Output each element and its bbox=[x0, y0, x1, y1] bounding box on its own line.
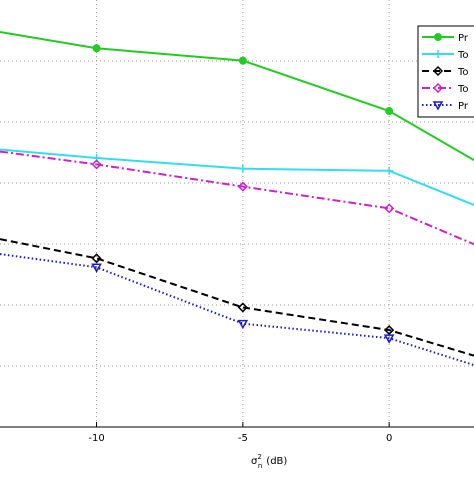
x-axis-label: σ2 n (dB) bbox=[251, 453, 287, 470]
x-tick-label: -5 bbox=[238, 433, 248, 444]
legend-entry: To bbox=[422, 82, 469, 95]
series-3 bbox=[0, 150, 474, 246]
legend-label: To bbox=[457, 84, 469, 95]
legend-label: Pr bbox=[458, 101, 469, 112]
diamond-marker bbox=[432, 82, 444, 94]
axes: -10 -5 0 σ2 n (dB) bbox=[0, 422, 474, 470]
legend-label: To bbox=[457, 50, 469, 61]
legend-label: To bbox=[457, 67, 469, 78]
series-line bbox=[0, 150, 474, 246]
x-axis-label-sub: n bbox=[258, 462, 262, 470]
circle-marker bbox=[385, 107, 394, 116]
series-line bbox=[0, 238, 474, 357]
circle-marker bbox=[92, 44, 101, 53]
legend-entry: Pr bbox=[422, 33, 469, 44]
legend-entry: To bbox=[422, 50, 469, 61]
triangle-down-marker bbox=[91, 263, 102, 273]
legend-entry: To bbox=[422, 65, 469, 78]
diamond-marker bbox=[237, 181, 248, 192]
x-axis-label-sup: 2 bbox=[257, 453, 261, 461]
series-2 bbox=[0, 238, 474, 357]
diamond-marker bbox=[91, 159, 102, 170]
triangle-down-marker bbox=[383, 334, 395, 344]
series-layer bbox=[0, 31, 474, 367]
x-axis-label-base: σ bbox=[251, 456, 258, 467]
diamond-marker bbox=[384, 203, 395, 214]
x-tick-label: -10 bbox=[88, 433, 104, 444]
legend-label: Pr bbox=[458, 33, 469, 44]
diamond-marker bbox=[237, 302, 248, 313]
triangle-down-marker bbox=[432, 101, 444, 111]
x-axis-label-unit: (dB) bbox=[266, 456, 287, 467]
x-tick-label: 0 bbox=[386, 433, 392, 444]
series-4 bbox=[0, 253, 474, 367]
triangle-down-marker bbox=[237, 319, 249, 330]
series-0 bbox=[0, 31, 474, 161]
legend-entry: Pr bbox=[422, 101, 469, 112]
plus-marker bbox=[385, 166, 394, 175]
series-line bbox=[0, 253, 474, 367]
plus-marker bbox=[434, 50, 442, 58]
circle-marker bbox=[434, 33, 442, 41]
plus-marker bbox=[238, 164, 247, 173]
circle-marker bbox=[238, 56, 247, 65]
legend: Pr To To To Pr bbox=[417, 25, 474, 118]
diamond-marker bbox=[91, 253, 102, 264]
diamond-marker bbox=[432, 65, 444, 77]
diamond-marker bbox=[384, 325, 395, 336]
